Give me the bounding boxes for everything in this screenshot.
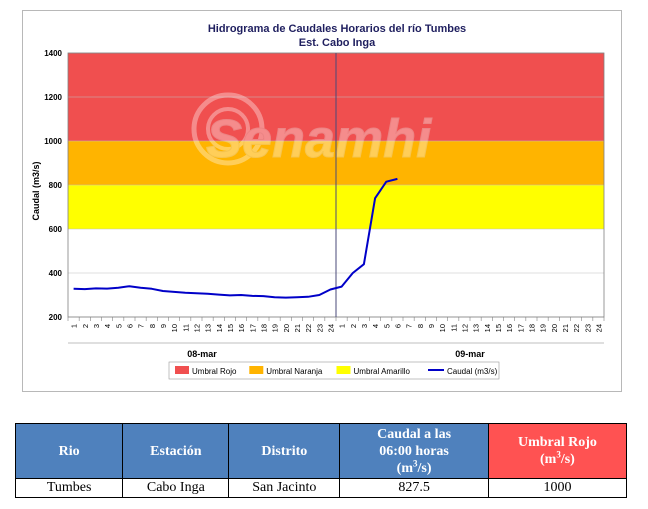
- x-tick-label: 6: [125, 324, 134, 328]
- chart-panel: Hidrograma de Caudales Horarios del río …: [22, 10, 622, 392]
- header-umbral-unit-sup: 3: [556, 449, 561, 460]
- header-umbral-rojo: Umbral Rojo (m3/s): [487, 423, 628, 479]
- x-tick-label: 5: [114, 324, 123, 328]
- y-axis-label: Caudal (m3/s): [31, 161, 41, 220]
- chart-subtitle: Est. Cabo Inga: [299, 37, 376, 49]
- x-tick-label: 14: [483, 324, 492, 332]
- x-tick-label: 10: [438, 324, 447, 332]
- y-tick-label: 800: [49, 181, 63, 190]
- x-tick-label: 12: [460, 324, 469, 332]
- x-tick-label: 15: [226, 324, 235, 332]
- chart-title: Hidrograma de Caudales Horarios del río …: [208, 23, 466, 35]
- legend-swatch-0: [175, 366, 189, 374]
- legend-label: Caudal (m3/s): [447, 367, 498, 376]
- header-umbral-unit: (m: [540, 452, 557, 467]
- data-table: Rio Estación Distrito Caudal a las 06:00…: [14, 423, 628, 498]
- x-tick-label: 18: [527, 324, 536, 332]
- x-tick-label: 3: [360, 324, 369, 328]
- x-tick-label: 7: [405, 324, 414, 328]
- x-tick-label: 18: [259, 324, 268, 332]
- x-tick-label: 4: [103, 324, 112, 328]
- header-umbral-line1: Umbral Rojo: [517, 435, 597, 450]
- x-tick-label: 23: [315, 324, 324, 332]
- x-tick-label: 13: [472, 324, 481, 332]
- x-tick-label: 1: [70, 324, 79, 328]
- cell-caudal: 827.5: [339, 478, 489, 498]
- x-tick-label: 11: [449, 324, 458, 332]
- header-caudal-unit-end: /s): [417, 460, 432, 476]
- header-caudal-line2: 06:00 horas: [379, 443, 449, 459]
- header-caudal-unit: (m: [396, 460, 413, 476]
- x-tick-label: 2: [349, 324, 358, 328]
- x-tick-label: 2: [81, 324, 90, 328]
- header-caudal-line1: Caudal a las: [377, 426, 452, 442]
- series-line-0: [73, 177, 398, 299]
- cell-rio: Tumbes: [14, 478, 124, 498]
- x-tick-label: 5: [382, 324, 391, 328]
- legend-label: Umbral Amarillo: [354, 367, 411, 376]
- x-tick-label: 16: [237, 324, 246, 332]
- x-tick-label: 8: [416, 324, 425, 328]
- x-tick-label: 1: [338, 324, 347, 328]
- x-tick-label: 14: [215, 324, 224, 332]
- table-row: Tumbes Cabo Inga San Jacinto 827.5 1000: [14, 478, 628, 498]
- y-tick-label: 1400: [44, 49, 62, 58]
- hydrograph-chart: Hidrograma de Caudales Horarios del río …: [31, 23, 605, 380]
- x-tick-label: 22: [572, 324, 581, 332]
- x-tick-label: 9: [159, 324, 168, 328]
- y-tick-label: 400: [49, 269, 63, 278]
- header-caudal: Caudal a las 06:00 horas (m3/s): [339, 423, 489, 479]
- x-tick-label: 9: [427, 324, 436, 328]
- legend-swatch-2: [336, 366, 351, 374]
- x-tick-label: 8: [148, 324, 157, 328]
- legend-swatch-1: [249, 366, 264, 374]
- x-tick-label: 3: [92, 324, 101, 328]
- x-tick-label: 20: [550, 324, 559, 332]
- x-tick-label: 19: [539, 324, 548, 332]
- x-tick-label: 17: [248, 324, 257, 332]
- x-tick-label: 4: [371, 324, 380, 328]
- x-tick-label: 21: [293, 324, 302, 332]
- y-tick-label: 200: [49, 313, 63, 322]
- x-tick-label: 15: [494, 324, 503, 332]
- header-rio: Rio: [14, 423, 124, 479]
- x-tick-label: 13: [204, 324, 213, 332]
- legend-label: Umbral Naranja: [266, 367, 323, 376]
- x-tick-label: 21: [561, 324, 570, 332]
- legend: Umbral Rojo Umbral Naranja Umbral Amarillo…: [168, 361, 500, 380]
- cell-umbral-rojo: 1000: [487, 478, 628, 498]
- x-tick-label: 22: [304, 324, 313, 332]
- header-estacion: Estación: [122, 423, 230, 479]
- x-tick-label: 11: [181, 324, 190, 332]
- legend-label: Umbral Rojo: [192, 367, 237, 376]
- x-tick-label: 12: [192, 324, 201, 332]
- x-tick-label: 10: [170, 324, 179, 332]
- x-tick-label: 7: [137, 324, 146, 328]
- header-umbral-unit-end: /s): [560, 452, 575, 467]
- header-caudal-unit-sup: 3: [412, 457, 418, 468]
- y-tick-label: 1200: [44, 93, 62, 102]
- x-tick-label: 20: [282, 324, 291, 332]
- x-tick-label: 17: [516, 324, 525, 332]
- x-tick-label: 24: [326, 324, 335, 332]
- header-distrito: Distrito: [228, 423, 341, 479]
- day-label-1: 09-mar: [455, 349, 485, 359]
- y-tick-label: 1000: [44, 137, 62, 146]
- x-tick-label: 19: [271, 324, 280, 332]
- x-tick-label: 6: [393, 324, 402, 328]
- cell-distrito: San Jacinto: [228, 478, 341, 498]
- table-header-row: Rio Estación Distrito Caudal a las 06:00…: [14, 423, 628, 479]
- x-tick-label: 16: [505, 324, 514, 332]
- x-tick-label: 24: [594, 324, 603, 332]
- day-label-0: 08-mar: [187, 349, 217, 359]
- cell-estacion: Cabo Inga: [122, 478, 230, 498]
- senamhi-watermark: Senamhi: [191, 92, 433, 170]
- y-tick-label: 600: [49, 225, 63, 234]
- x-tick-label: 23: [583, 324, 592, 332]
- watermark-text: Senamhi: [206, 109, 432, 169]
